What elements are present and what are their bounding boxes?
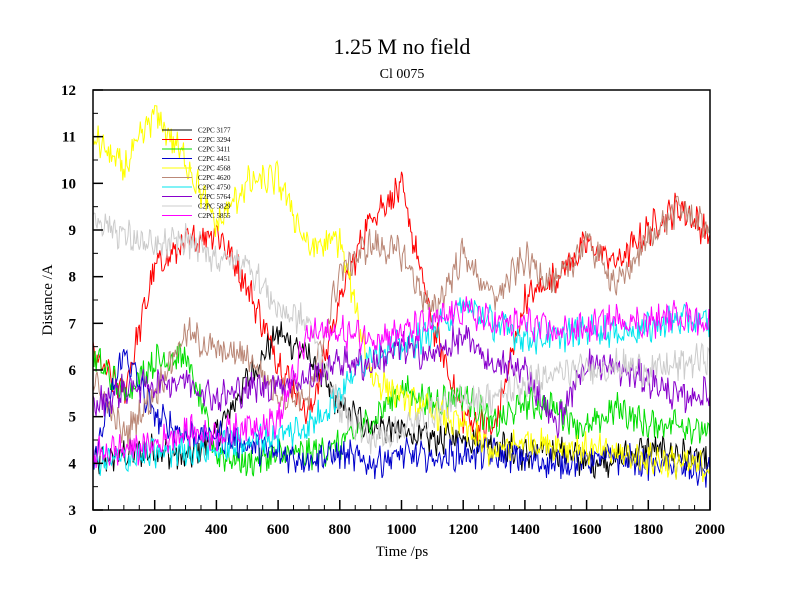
legend-label: C2PC 3411 (198, 146, 231, 154)
x-tick-label: 400 (205, 522, 228, 538)
series-line (92, 171, 711, 441)
legend-label: C2PC 5829 (198, 203, 231, 211)
chart-subtitle: Cl 0075 (380, 67, 425, 82)
series-group (92, 105, 711, 488)
series-line (92, 195, 711, 447)
legend-label: C2PC 4750 (198, 184, 231, 192)
legend-label: C2PC 4451 (198, 155, 231, 163)
y-tick-label: 3 (69, 503, 77, 519)
x-tick-label: 1400 (510, 522, 540, 538)
y-tick-label: 7 (69, 316, 77, 332)
legend-label: C2PC 3177 (198, 127, 231, 135)
x-tick-label: 2000 (695, 522, 725, 538)
y-axis: 3 4 5 6 7 8 9 10 11 12 (61, 83, 103, 519)
y-tick-label: 9 (69, 223, 77, 239)
legend-label: C2PC 4620 (198, 174, 231, 182)
x-tick-label: 1800 (633, 522, 663, 538)
y-tick-label: 12 (61, 83, 76, 99)
y-tick-label: 5 (69, 410, 77, 426)
y-tick-label: 11 (62, 130, 76, 146)
plot-frame (92, 89, 711, 511)
x-tick-label: 1200 (448, 522, 478, 538)
x-tick-label: 200 (143, 522, 166, 538)
x-tick-label: 1600 (572, 522, 602, 538)
x-tick-label: 800 (329, 522, 352, 538)
x-tick-label: 0 (89, 522, 97, 538)
series-line (92, 296, 711, 469)
x-tick-label: 600 (267, 522, 290, 538)
y-tick-label: 10 (61, 176, 76, 192)
series-line (92, 212, 711, 455)
y-tick-label: 8 (69, 270, 77, 286)
x-tick-label: 1000 (387, 522, 417, 538)
x-axis: 0 200 400 600 800 1000 1200 1400 1600 1800 2000 (89, 500, 725, 538)
series-line (92, 297, 711, 476)
x-axis-label: Time /ps (376, 544, 429, 560)
legend-label: C2PC 5855 (198, 212, 231, 220)
y-tick-label: 6 (69, 363, 77, 379)
y-tick-label: 4 (69, 456, 77, 472)
series-line (92, 325, 711, 439)
legend-label: C2PC 3294 (198, 136, 231, 144)
legend-label: C2PC 5764 (198, 193, 231, 201)
chart-title: 1.25 M no field (334, 34, 471, 59)
y-axis-label: Distance /A (40, 264, 56, 335)
series-line (92, 105, 711, 483)
legend-label: C2PC 4568 (198, 165, 231, 173)
